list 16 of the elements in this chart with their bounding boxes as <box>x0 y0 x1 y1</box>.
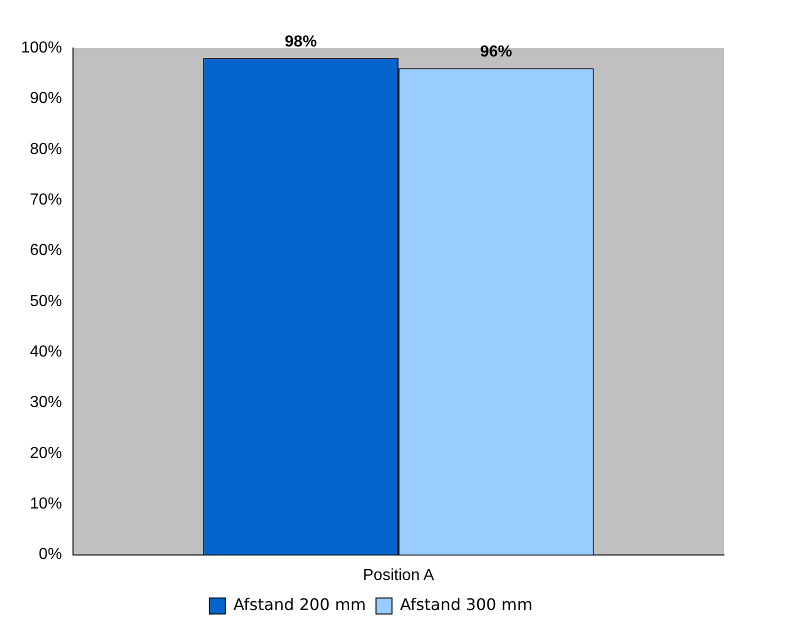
y-tick-label: 20% <box>30 444 62 462</box>
legend-label: Afstand 200 mm <box>233 595 366 614</box>
y-tick-label: 70% <box>30 191 62 208</box>
y-tick-label: 50% <box>30 292 62 310</box>
y-tick-label: 10% <box>30 496 62 513</box>
y-tick-label: 80% <box>30 140 62 158</box>
y-tick-label: 100% <box>21 39 62 56</box>
y-tick-label: 40% <box>30 343 62 360</box>
data-label: 96% <box>480 44 512 61</box>
y-tick-label: 60% <box>30 242 62 260</box>
y-tick-label: 90% <box>30 90 62 108</box>
x-tick-label: Position A <box>362 566 434 584</box>
legend-label: Afstand 300 mm <box>400 595 533 614</box>
data-label: 98% <box>284 34 317 51</box>
y-tick-label: 30% <box>30 394 62 412</box>
y-tick-label: 0% <box>38 546 62 564</box>
